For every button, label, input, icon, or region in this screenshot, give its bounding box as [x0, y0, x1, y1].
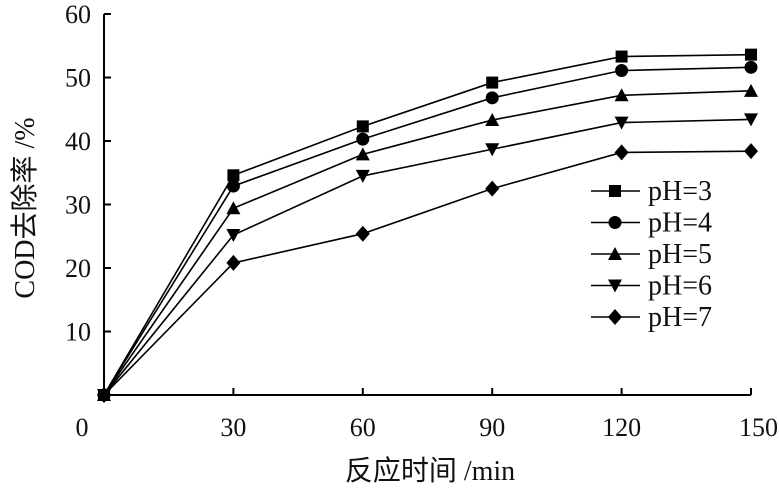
legend-label: pH=5: [648, 239, 712, 270]
data-point-square: [615, 50, 628, 63]
series-line: [103, 150, 752, 396]
x-tick-label: 150: [739, 413, 778, 442]
y-axis-title: COD去除率 /%: [9, 117, 41, 298]
data-point-diamond: [614, 144, 629, 161]
legend-item: pH=5: [591, 239, 712, 270]
x-tick-label: 30: [220, 413, 246, 442]
legend-label: pH=4: [648, 208, 712, 239]
legend-label: pH=7: [648, 302, 712, 333]
y-tick-label: 30: [65, 191, 91, 220]
data-point-triangle-down: [485, 143, 500, 157]
y-tick-label: 50: [65, 64, 91, 93]
y-tick-label: 40: [65, 127, 91, 156]
legend: pH=3pH=4pH=5pH=6pH=7: [591, 176, 712, 333]
axes: 10 20 30 40 50 60 0 30 60 90 120 150: [65, 0, 778, 442]
x-tick-label: 120: [602, 413, 641, 442]
data-point-triangle-down: [744, 113, 758, 127]
data-point-circle: [744, 60, 758, 74]
legend-marker-triangle-down: [608, 279, 622, 293]
data-point-triangle-down: [355, 169, 370, 183]
legend-item: pH=6: [591, 271, 712, 302]
data-point-triangle-up: [226, 201, 241, 215]
x-axis-title: 反应时间 /min: [345, 455, 515, 487]
series-line: [103, 66, 752, 396]
legend-marker-triangle-up: [608, 247, 622, 260]
legend-label: pH=6: [648, 271, 712, 302]
x-tick-label: 0: [76, 413, 89, 442]
data-point-diamond: [485, 180, 500, 197]
series-line: [103, 118, 752, 396]
legend-marker-diamond: [608, 309, 622, 325]
data-point-triangle-down: [614, 116, 629, 130]
data-point-circle: [356, 132, 370, 146]
data-point-diamond: [744, 143, 758, 160]
y-tick-label: 60: [65, 0, 91, 29]
legend-label: pH=3: [648, 176, 712, 207]
y-tick-label: 20: [65, 254, 91, 283]
data-point-triangle-up: [355, 147, 370, 161]
data-point-circle: [485, 91, 499, 105]
data-point-circle: [615, 64, 629, 78]
legend-item: pH=4: [591, 208, 712, 239]
data-point-square: [486, 76, 499, 89]
x-tick-label: 90: [479, 413, 505, 442]
data-point-diamond: [355, 225, 370, 242]
series-line: [103, 53, 752, 396]
data-point-triangle-down: [226, 228, 241, 242]
data-point-square: [356, 120, 369, 133]
series-layer: [97, 48, 758, 403]
data-point-square: [227, 169, 240, 182]
x-tick-label: 60: [350, 413, 376, 442]
data-point-diamond: [226, 254, 241, 271]
series-5: [97, 143, 758, 403]
data-point-circle: [226, 179, 240, 193]
legend-item: pH=3: [591, 176, 712, 207]
legend-marker-circle: [608, 216, 622, 229]
data-point-triangle-up: [744, 83, 758, 97]
legend-marker-square: [609, 185, 621, 197]
data-point-square: [745, 48, 757, 61]
series-line: [103, 90, 752, 396]
data-point-triangle-up: [614, 88, 629, 102]
data-point-diamond: [97, 387, 111, 403]
data-point-triangle-up: [485, 113, 500, 127]
y-tick-label: 10: [65, 318, 91, 347]
legend-item: pH=7: [591, 302, 712, 333]
